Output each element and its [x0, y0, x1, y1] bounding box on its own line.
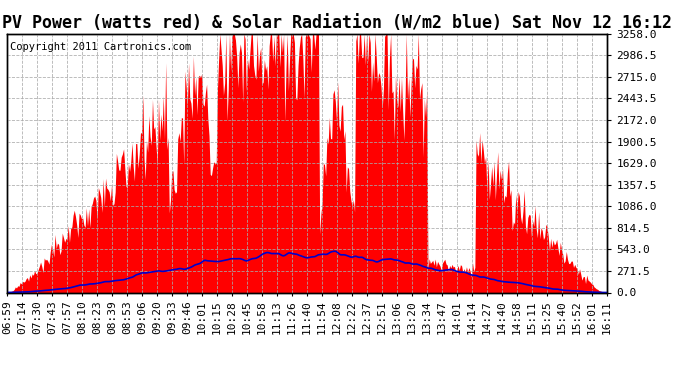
Text: Copyright 2011 Cartronics.com: Copyright 2011 Cartronics.com — [10, 42, 191, 51]
Title: Total PV Power (watts red) & Solar Radiation (W/m2 blue) Sat Nov 12 16:12: Total PV Power (watts red) & Solar Radia… — [0, 14, 672, 32]
